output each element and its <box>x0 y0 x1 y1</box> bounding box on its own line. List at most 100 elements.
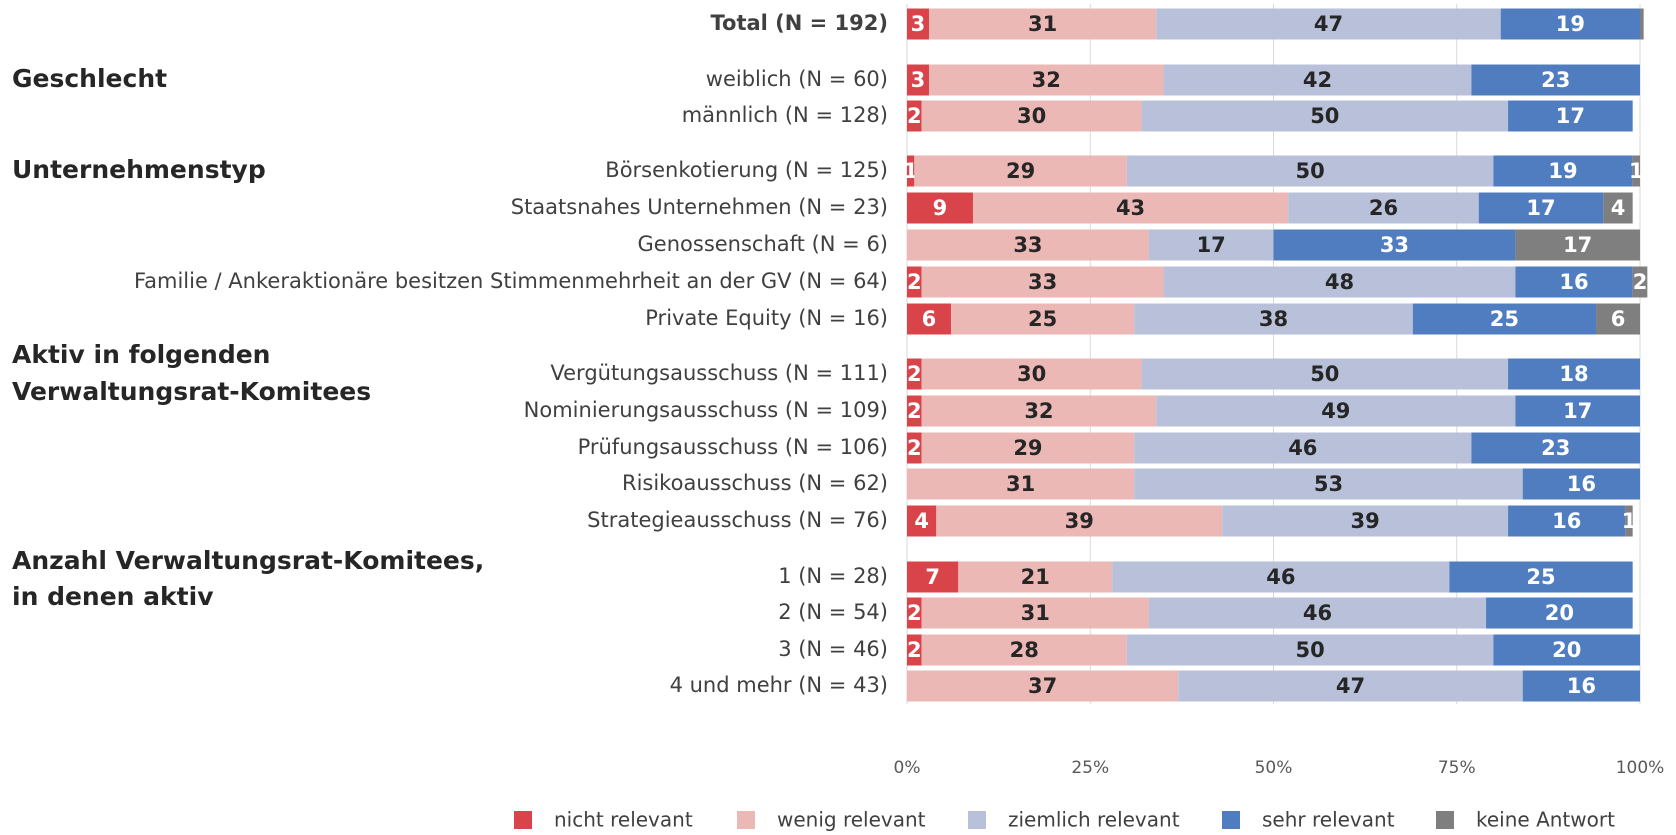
bar-segment <box>907 468 1135 500</box>
value-label: 17 <box>1556 104 1585 128</box>
bar-segment <box>1134 303 1413 335</box>
bar-segment <box>1515 229 1640 261</box>
value-label: 6 <box>1611 307 1626 331</box>
category-label: weiblich (N = 60) <box>706 67 888 91</box>
category-label: Strategieausschuss (N = 76) <box>587 508 888 532</box>
bar-segment <box>1134 432 1472 464</box>
bar-segment <box>921 358 1142 390</box>
bar-segment <box>1508 100 1633 132</box>
value-label: 16 <box>1567 674 1596 698</box>
value-label: 2 <box>907 436 922 460</box>
bar-segment <box>907 432 922 464</box>
value-label: 50 <box>1296 638 1325 662</box>
bar-segment <box>958 561 1113 593</box>
value-label: 16 <box>1559 270 1588 294</box>
value-label: 48 <box>1325 270 1354 294</box>
bar-segment <box>1134 468 1523 500</box>
value-label: 33 <box>1028 270 1057 294</box>
bar-segment <box>1288 192 1479 224</box>
value-label: 38 <box>1259 307 1288 331</box>
value-label: 31 <box>1006 472 1035 496</box>
value-label: 18 <box>1559 362 1588 386</box>
legend-swatch <box>514 811 532 829</box>
category-label: Börsenkotierung (N = 125) <box>605 158 888 182</box>
bar-segment <box>1640 8 1644 40</box>
legend-swatch <box>737 811 755 829</box>
bar-segment <box>1515 266 1633 298</box>
legend-swatch <box>1436 811 1454 829</box>
bar-segment <box>1163 64 1472 96</box>
value-label: 1 <box>1622 509 1637 533</box>
bar-segment <box>921 597 1149 629</box>
value-label: 3 <box>911 12 926 36</box>
bar-segment <box>907 100 922 132</box>
category-label: männlich (N = 128) <box>682 103 888 127</box>
bar-segment <box>1156 395 1516 427</box>
value-label: 1 <box>903 159 918 183</box>
bar-segment <box>1522 468 1640 500</box>
category-label: 3 (N = 46) <box>778 637 888 661</box>
value-label: 42 <box>1303 68 1332 92</box>
legend-label: keine Antwort <box>1476 808 1615 832</box>
value-label: 33 <box>1013 233 1042 257</box>
value-label: 2 <box>907 638 922 662</box>
bar-segment <box>914 155 1127 187</box>
bar-segment <box>1412 303 1597 335</box>
value-label: 17 <box>1197 233 1226 257</box>
bar-segment <box>907 670 1179 702</box>
value-label: 20 <box>1552 638 1581 662</box>
category-label: 2 (N = 54) <box>778 600 888 624</box>
bar-segment <box>907 561 959 593</box>
bar-segment <box>1478 192 1604 224</box>
value-label: 37 <box>1028 674 1057 698</box>
bar-segment <box>907 155 915 187</box>
bar-segment <box>907 229 1149 261</box>
bar-segment <box>1126 634 1494 666</box>
bar-segment <box>1449 561 1633 593</box>
value-label: 31 <box>1028 12 1057 36</box>
bar-segment <box>1632 266 1648 298</box>
bar-segment <box>907 505 937 537</box>
group-header: Geschlecht <box>12 64 167 93</box>
bar-segment <box>1178 670 1523 702</box>
value-label: 32 <box>1032 68 1061 92</box>
value-label: 29 <box>1013 436 1042 460</box>
bar-segment <box>1163 266 1516 298</box>
value-label: 6 <box>922 307 937 331</box>
value-label: 16 <box>1552 509 1581 533</box>
bar-segment <box>1222 505 1509 537</box>
bar-segment <box>1471 432 1640 464</box>
legend-label: sehr relevant <box>1262 808 1395 832</box>
bar-segment <box>1126 155 1494 187</box>
bar-segment <box>1522 670 1640 702</box>
category-label: Total (N = 192) <box>710 11 888 35</box>
group-header: Unternehmenstyp <box>12 155 266 184</box>
value-label: 43 <box>1116 196 1145 220</box>
value-label: 25 <box>1490 307 1519 331</box>
value-label: 46 <box>1303 601 1332 625</box>
value-label: 2 <box>907 104 922 128</box>
value-label: 23 <box>1541 68 1570 92</box>
bar-segment <box>921 100 1142 132</box>
value-label: 47 <box>1336 674 1365 698</box>
value-label: 2 <box>907 601 922 625</box>
value-label: 23 <box>1541 436 1570 460</box>
category-label: Private Equity (N = 16) <box>645 306 888 330</box>
bar-segment <box>928 64 1164 96</box>
category-label: 4 und mehr (N = 43) <box>670 673 888 697</box>
category-label: Staatsnahes Unternehmen (N = 23) <box>511 195 888 219</box>
bar-segment <box>1625 505 1633 537</box>
x-tick-label: 0% <box>894 758 921 778</box>
bar-segment <box>1493 155 1633 187</box>
value-label: 21 <box>1021 565 1050 589</box>
value-label: 17 <box>1563 233 1592 257</box>
bar-segment <box>921 395 1157 427</box>
value-label: 17 <box>1526 196 1555 220</box>
value-label: 47 <box>1314 12 1343 36</box>
value-label: 25 <box>1526 565 1555 589</box>
legend-swatch <box>1222 811 1240 829</box>
value-label: 20 <box>1545 601 1574 625</box>
bar-segment <box>1112 561 1450 593</box>
value-label: 9 <box>933 196 948 220</box>
